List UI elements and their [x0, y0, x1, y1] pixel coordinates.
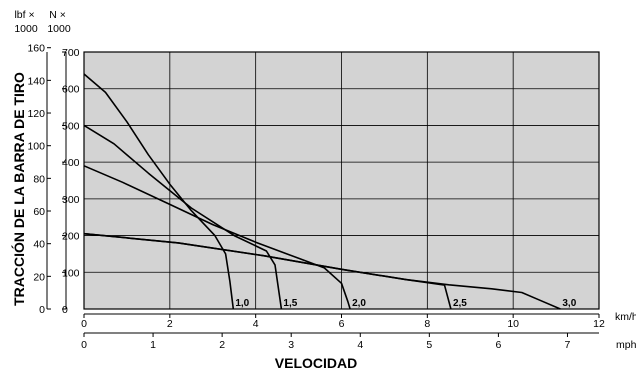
x-tick-label-mph: 7: [565, 339, 571, 351]
series-label: 2,0: [352, 298, 366, 309]
gridlines: [84, 52, 599, 309]
series-label: 1,0: [235, 298, 249, 309]
y-tick-label-kn: 400: [62, 157, 80, 169]
axis-labels: 0100200300400500600700020406080100120140…: [27, 43, 605, 351]
x-tick-label-kmh: 2: [167, 318, 173, 330]
y-tick-label-kn: 600: [62, 84, 80, 96]
y-tick-label-kn: 200: [62, 231, 80, 243]
y-tick-label-lbf: 60: [33, 206, 45, 218]
axes: [46, 47, 600, 337]
y-unit-n: N × 1000: [47, 9, 71, 35]
x-tick-label-mph: 3: [288, 339, 294, 351]
x-axis-title: VELOCIDAD: [275, 355, 357, 371]
series-label: 2,5: [453, 298, 467, 309]
x-tick-label-mph: 0: [81, 339, 87, 351]
series-line: [83, 124, 283, 310]
y-tick-label-lbf: 20: [33, 271, 45, 283]
x-tick-label-mph: 5: [426, 339, 432, 351]
x-tick-label-kmh: 4: [253, 318, 259, 330]
series-label: 1,5: [283, 298, 297, 309]
x-tick-label-mph: 6: [495, 339, 501, 351]
x-tick-label-mph: 1: [150, 339, 156, 351]
x-tick-label-kmh: 12: [593, 318, 605, 330]
y-tick-label-lbf: 80: [33, 173, 45, 185]
y-tick-label-lbf: 0: [39, 304, 45, 316]
y-axis-title: TRACCIÓN DE LA BARRA DE TIRO: [10, 72, 27, 306]
y-tick-label-kn: 700: [62, 47, 80, 59]
y-tick-label-lbf: 120: [27, 108, 45, 120]
series-line: [83, 165, 351, 310]
y-tick-label-lbf: 160: [27, 43, 45, 55]
x-tick-label-kmh: 0: [81, 318, 87, 330]
y-tick-label-lbf: 40: [33, 239, 45, 251]
x-tick-label-kmh: 8: [424, 318, 430, 330]
y-tick-label-kn: 0: [62, 304, 68, 316]
y-tick-label-lbf: 100: [27, 141, 45, 153]
x-unit-kmh: km/h: [615, 311, 636, 323]
series-line: [83, 73, 235, 310]
x-tick-label-mph: 2: [219, 339, 225, 351]
series-label: 3,0: [562, 298, 576, 309]
series-line: [83, 232, 561, 310]
y-tick-label-kn: 500: [62, 120, 80, 132]
x-tick-label-kmh: 6: [339, 318, 345, 330]
y-tick-label-lbf: 140: [27, 75, 45, 87]
x-unit-mph: mph: [616, 339, 636, 351]
x-tick-label-mph: 4: [357, 339, 363, 351]
y-unit-lbf: lbf × 1000: [14, 9, 38, 35]
y-tick-label-kn: 300: [62, 194, 80, 206]
x-tick-label-kmh: 10: [507, 318, 519, 330]
series-lines: 1,0 1,5 2,0 2,5 3,0: [83, 73, 577, 310]
y-tick-label-kn: 100: [62, 267, 80, 279]
